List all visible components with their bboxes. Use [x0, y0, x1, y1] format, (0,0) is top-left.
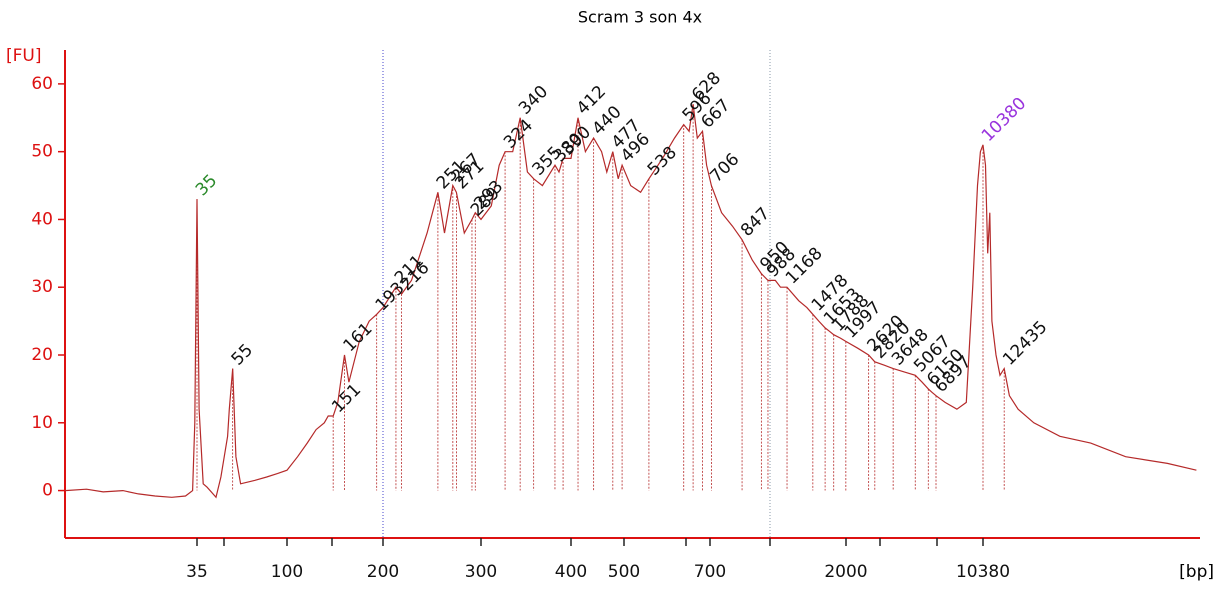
y-tick-label: 20: [31, 345, 53, 365]
chart-title: Scram 3 son 4x: [578, 8, 702, 27]
x-tick-label: 100: [271, 562, 303, 582]
peak-label: 35: [192, 171, 221, 200]
signal-trace: [64, 104, 1197, 499]
peak-label: 847: [737, 204, 774, 241]
peak-label: 340: [515, 82, 552, 119]
x-tick-label: 500: [608, 562, 640, 582]
x-axis-label: [bp]: [1179, 562, 1214, 582]
x-tick-label: 2000: [824, 562, 867, 582]
y-tick-label: 30: [31, 277, 53, 297]
x-tick-label: 400: [555, 562, 587, 582]
x-tick-label: 35: [186, 562, 208, 582]
y-tick-label: 0: [42, 481, 53, 501]
y-tick-label: 60: [31, 74, 53, 94]
y-tick-label: 40: [31, 209, 53, 229]
peak-label: 706: [706, 150, 743, 187]
y-axis-label: [FU]: [6, 46, 42, 66]
peak-label: 538: [644, 143, 681, 180]
peak-label: 324: [500, 116, 537, 153]
x-tick-label: 300: [465, 562, 497, 582]
peak-label: 10380: [978, 94, 1030, 146]
peak-label: 151: [328, 380, 365, 417]
x-tick-label: 10380: [956, 562, 1010, 582]
x-tick-label: 700: [694, 562, 726, 582]
x-tick-label: 200: [367, 562, 399, 582]
y-tick-label: 50: [31, 142, 53, 162]
peak-label: 55: [228, 340, 257, 369]
peak-label: 12435: [999, 317, 1051, 369]
y-tick-label: 10: [31, 413, 53, 433]
peak-label: 161: [339, 319, 376, 356]
